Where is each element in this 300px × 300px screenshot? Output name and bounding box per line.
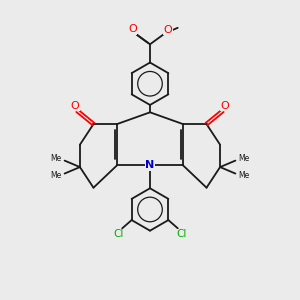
Text: O: O: [163, 25, 172, 34]
Text: O: O: [221, 101, 230, 111]
Text: Cl: Cl: [113, 229, 124, 239]
Text: O: O: [70, 101, 79, 111]
Text: N: N: [146, 160, 154, 170]
Text: Me: Me: [238, 154, 250, 163]
Text: Me: Me: [50, 171, 61, 180]
Text: Me: Me: [50, 154, 61, 163]
Text: Me: Me: [238, 171, 250, 180]
Text: Cl: Cl: [176, 229, 187, 239]
Text: O: O: [128, 24, 137, 34]
